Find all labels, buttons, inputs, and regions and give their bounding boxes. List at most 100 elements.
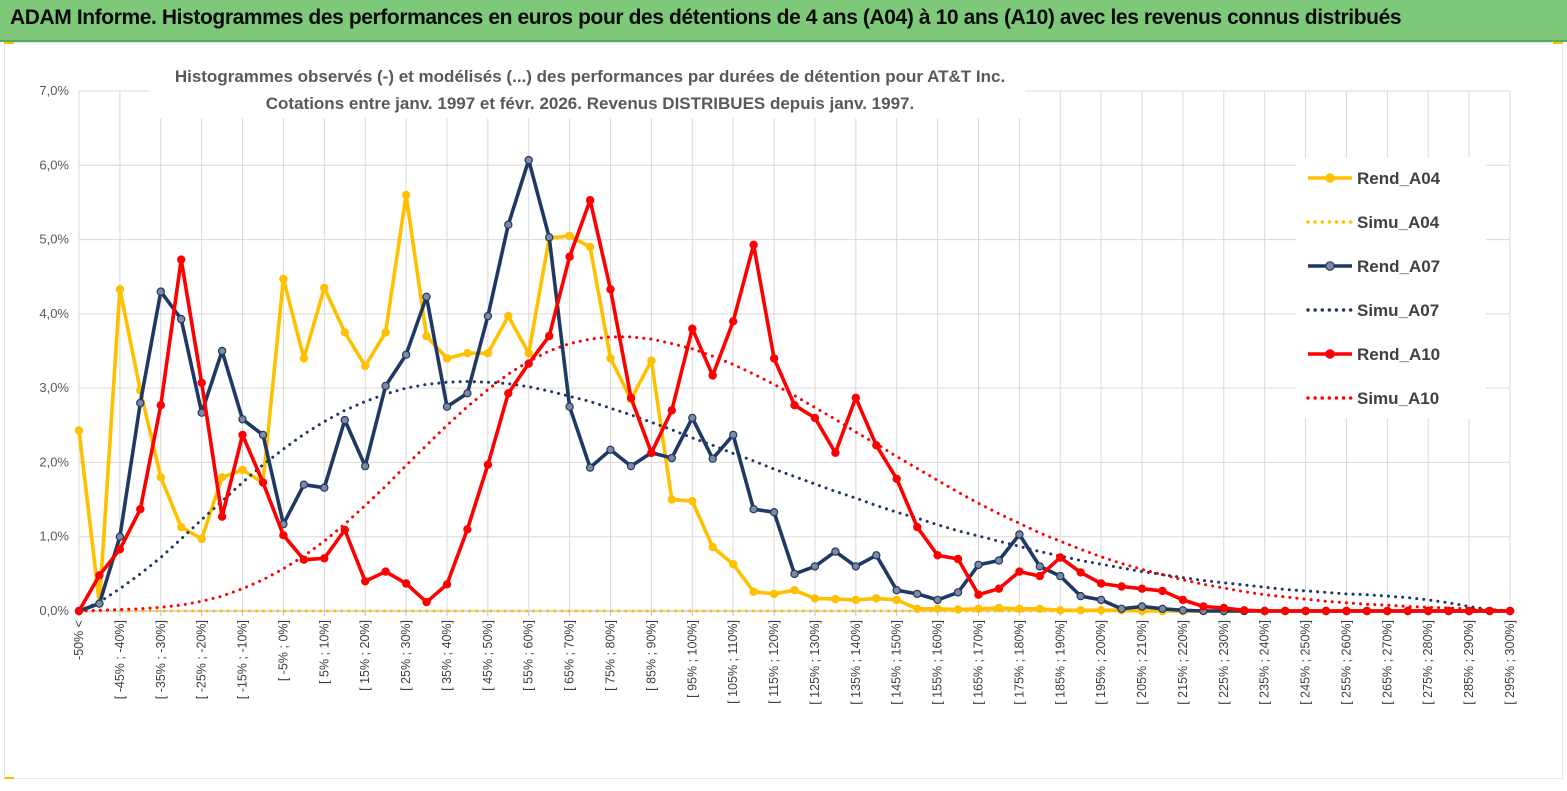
data-point	[95, 571, 104, 580]
data-point	[647, 448, 656, 457]
data-point	[851, 562, 861, 571]
data-point	[749, 240, 758, 249]
series-line	[78, 158, 1510, 613]
series-rend-a10	[74, 195, 1515, 616]
data-point	[1485, 606, 1494, 616]
data-point	[913, 589, 922, 599]
series-line	[77, 335, 1512, 613]
y-tick-label: 0,0%	[39, 603, 69, 618]
data-point	[565, 231, 574, 241]
x-tick-label: [ 265% ; 270%]	[1380, 620, 1394, 705]
legend-marker	[1325, 173, 1335, 183]
data-point	[994, 556, 1004, 565]
data-point	[831, 448, 840, 457]
data-point	[238, 415, 247, 424]
x-tick-label: [ 155% ; 160%]	[931, 620, 945, 705]
x-tick-label: [ 145% ; 150%]	[890, 620, 904, 705]
data-point	[422, 597, 431, 607]
x-tick-label: [ 185% ; 190%]	[1053, 620, 1067, 705]
data-point	[769, 508, 779, 517]
legend-item-rend-a07[interactable]: Rend_A07	[1308, 257, 1440, 276]
legend-item-rend-a04[interactable]: Rend_A04	[1308, 169, 1441, 188]
data-point	[217, 512, 227, 521]
data-point	[463, 349, 472, 358]
data-point	[115, 532, 125, 541]
data-point	[729, 430, 738, 440]
chart-title-background	[150, 62, 1025, 118]
x-tick-label: [ 45% ; 50%]	[481, 620, 495, 691]
data-point	[401, 579, 411, 588]
x-tick-label: [ 105% ; 110%]	[726, 620, 740, 704]
data-point	[320, 283, 329, 293]
data-point	[483, 311, 493, 321]
data-point	[892, 474, 901, 483]
data-point	[933, 595, 942, 605]
data-point	[258, 430, 268, 440]
data-point	[810, 562, 820, 571]
data-point	[585, 463, 595, 472]
data-point	[565, 252, 574, 261]
x-tick-label: [ 95% ; 100%]	[685, 620, 699, 698]
data-point	[1505, 606, 1515, 616]
data-point	[1056, 553, 1065, 562]
data-point	[442, 580, 452, 589]
data-point	[156, 401, 165, 410]
x-tick-label: [ 65% ; 70%]	[563, 620, 577, 691]
legend-label: Rend_A07	[1357, 257, 1440, 276]
legend-item-simu-a10[interactable]: Simu_A10	[1306, 389, 1439, 408]
data-point	[463, 525, 472, 534]
legend-marker	[1325, 261, 1335, 271]
x-tick-label: [ 55% ; 60%]	[522, 620, 536, 691]
x-tick-label: [ 245% ; 250%]	[1299, 620, 1313, 705]
x-tick-label: [ 295% ; 300%]	[1503, 620, 1517, 705]
data-point	[1444, 606, 1453, 616]
y-tick-label: 1,0%	[39, 529, 69, 544]
data-point	[729, 317, 738, 326]
x-tick-label: [ 15% ; 20%]	[358, 620, 372, 691]
data-point	[279, 274, 288, 284]
chart-series	[74, 155, 1515, 616]
data-point	[299, 555, 309, 564]
y-tick-label: 7,0%	[39, 83, 69, 98]
data-point	[688, 496, 697, 506]
data-point	[1035, 571, 1045, 581]
x-tick-label: [ 235% ; 240%]	[1258, 620, 1272, 705]
data-point	[1239, 606, 1249, 615]
data-point	[729, 560, 738, 569]
data-point	[1015, 567, 1024, 576]
data-point	[340, 328, 349, 337]
report-title: ADAM Informe. Histogrammes des performan…	[10, 6, 1402, 29]
legend-item-simu-a07[interactable]: Simu_A07	[1306, 301, 1439, 320]
data-point	[524, 155, 533, 165]
legend-item-rend-a10[interactable]: Rend_A10	[1308, 345, 1440, 364]
legend-item-simu-a04[interactable]: Simu_A04	[1306, 213, 1440, 232]
data-point	[667, 406, 677, 415]
data-point	[381, 381, 390, 391]
data-point	[238, 465, 247, 475]
x-tick-label: [ 35% ; 40%]	[440, 620, 454, 691]
data-point	[1015, 530, 1024, 539]
data-point	[1423, 606, 1433, 616]
data-point	[851, 393, 861, 402]
data-point	[769, 354, 779, 363]
corner-mark-top-right	[1553, 42, 1563, 44]
report-banner: ADAM Informe. Histogrammes des performan…	[0, 0, 1567, 42]
data-point	[1342, 606, 1351, 616]
legend-label: Rend_A04	[1357, 169, 1441, 188]
data-point	[953, 588, 963, 597]
legend-label: Simu_A07	[1357, 301, 1439, 320]
data-point	[933, 604, 942, 614]
chart-title-line-1: Histogrammes observés (-) et modélisés (…	[175, 67, 1005, 86]
data-point	[974, 590, 983, 599]
x-tick-label: [ 115% ; 120%]	[767, 620, 781, 704]
data-point	[626, 393, 636, 402]
x-tick-label: [ 195% ; 200%]	[1094, 620, 1108, 705]
data-point	[994, 584, 1004, 593]
data-point	[340, 525, 349, 535]
data-point	[1035, 562, 1045, 571]
data-point	[115, 285, 125, 294]
data-point	[1076, 591, 1085, 601]
data-point	[606, 354, 615, 363]
chart-legend[interactable]: Rend_A04 Simu_A04 Rend_A07 Simu_A07 Rend_A10…	[1296, 158, 1486, 418]
data-point	[667, 453, 677, 463]
